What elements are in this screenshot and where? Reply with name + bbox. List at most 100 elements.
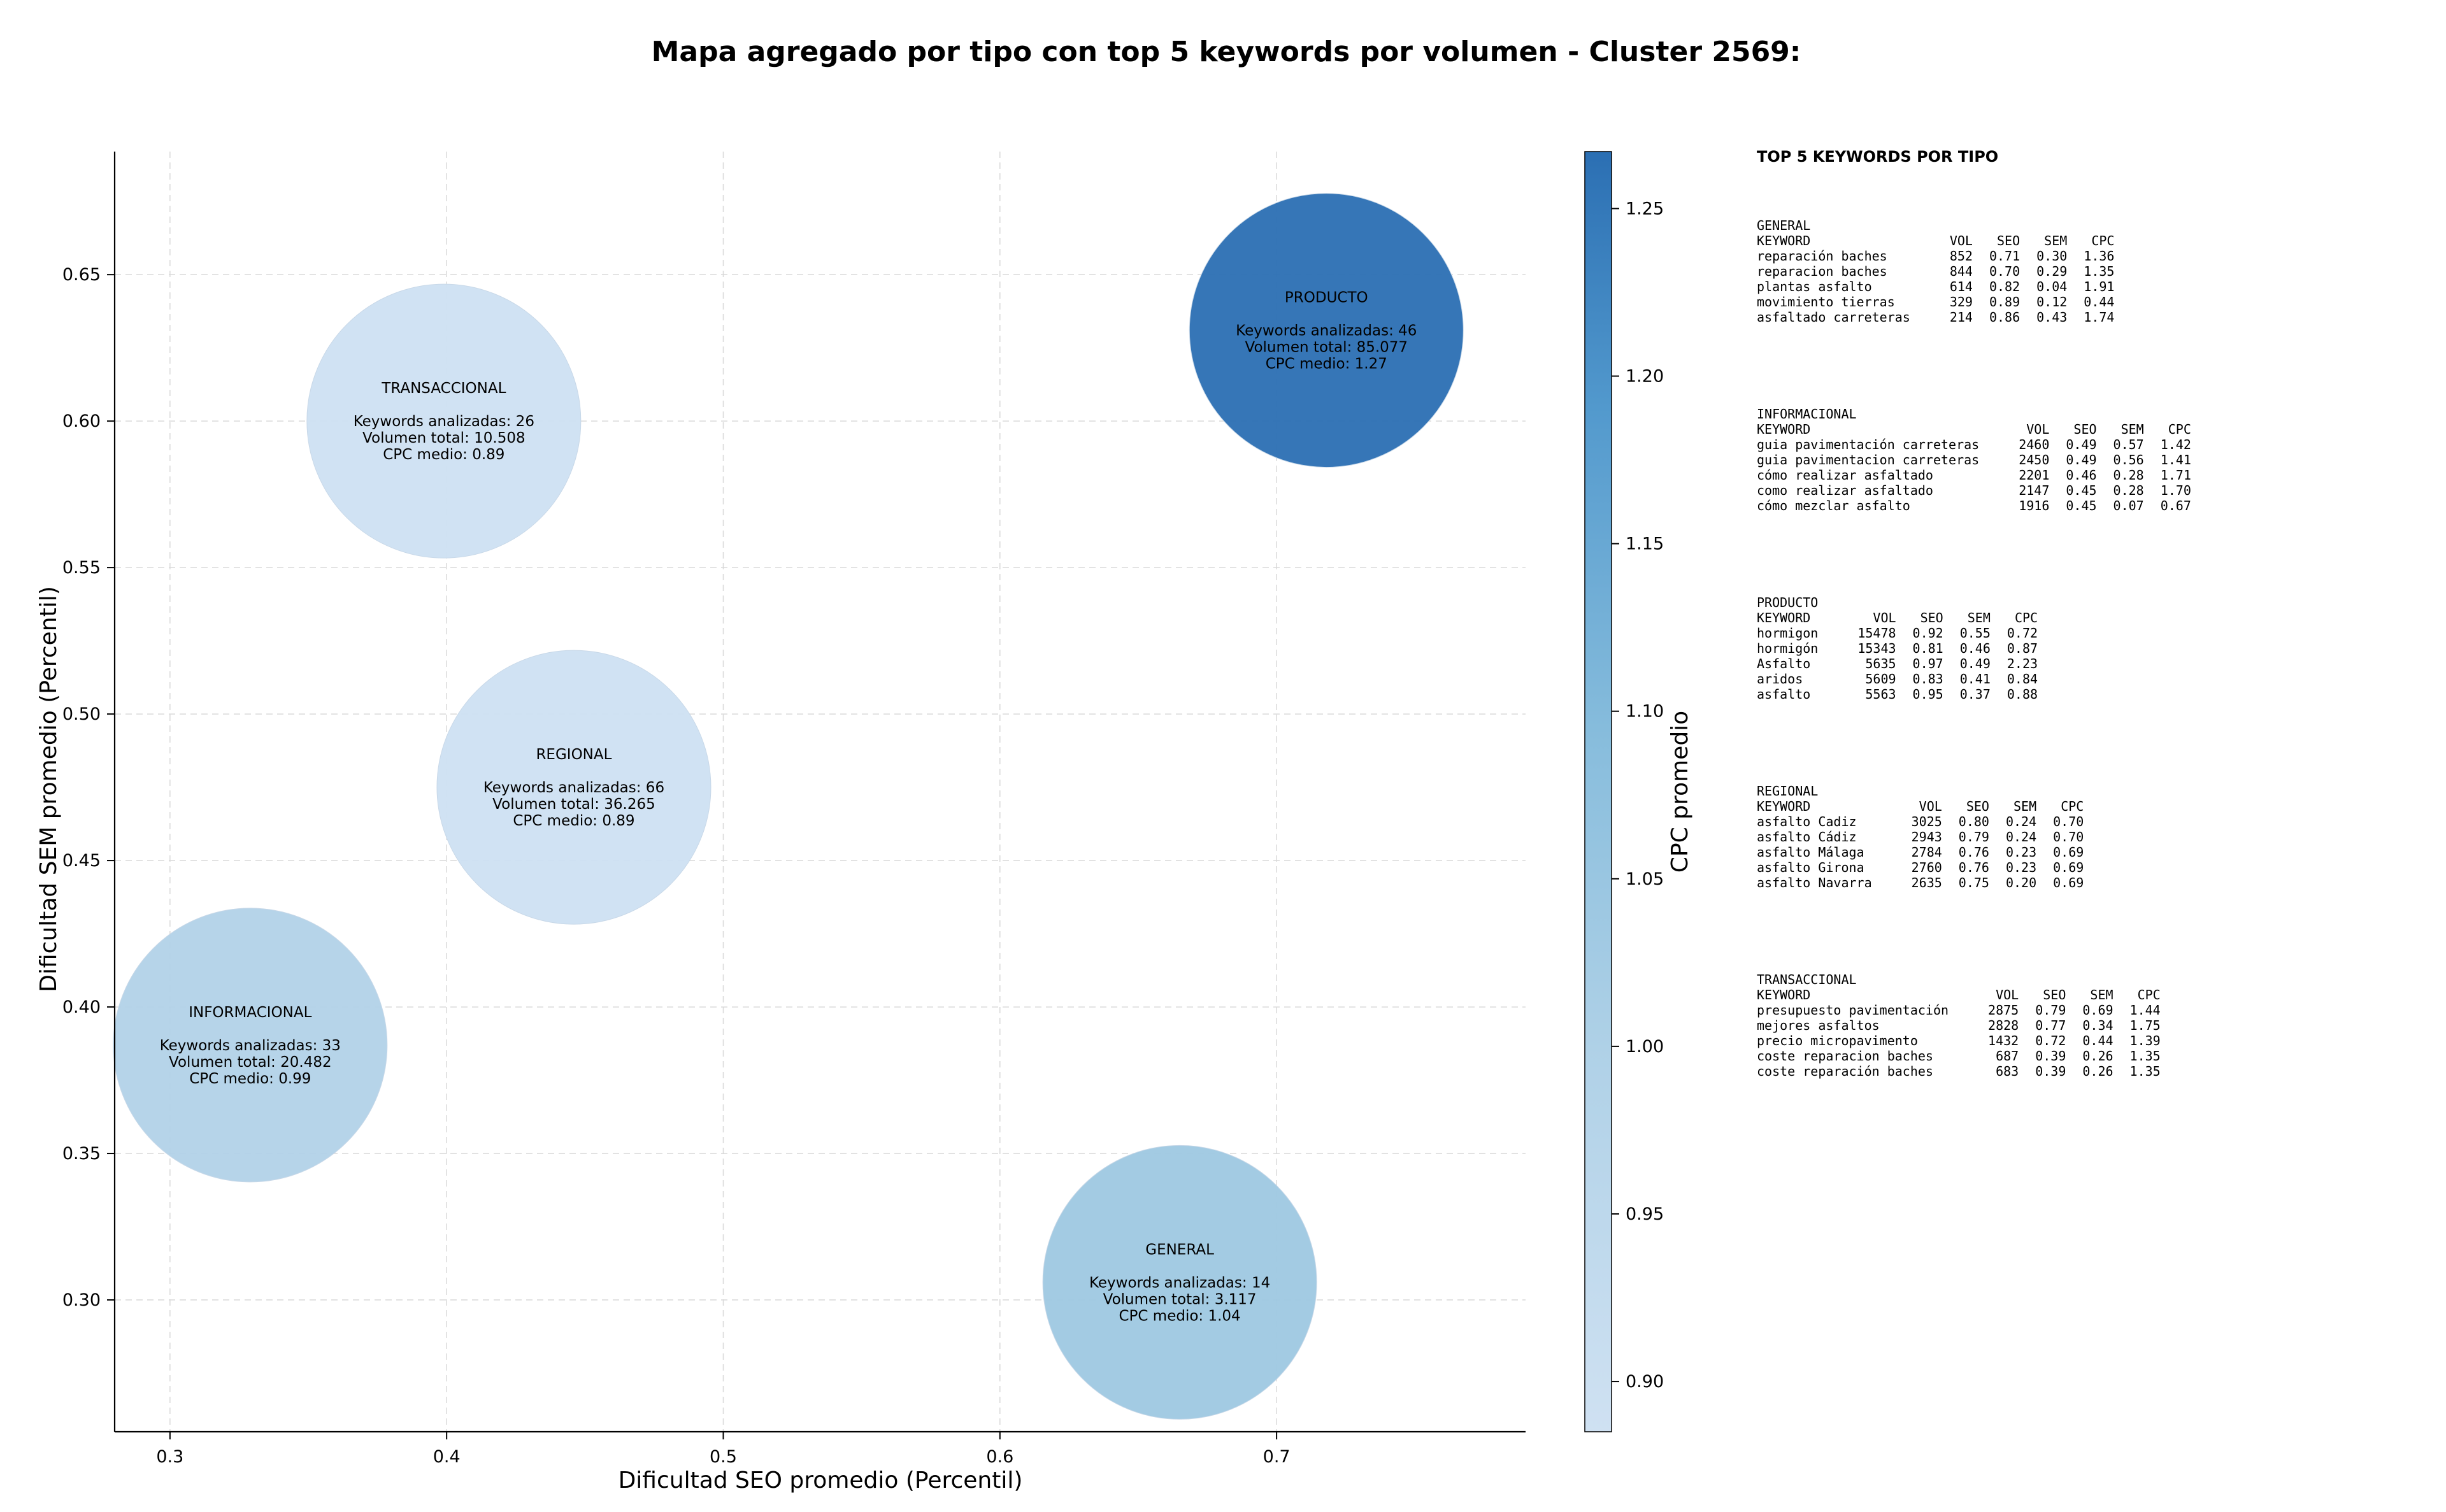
x-tick-label: 0.5	[710, 1447, 737, 1467]
keyword-cell: reparación baches	[1757, 248, 1887, 264]
metric-cell: 0.45	[2066, 483, 2097, 498]
metric-cell: 0.69	[2082, 1002, 2113, 1018]
metric-cell: 0.79	[1958, 829, 1989, 845]
y-tick-label: 0.50	[62, 704, 101, 724]
column-header: KEYWORD	[1757, 987, 1811, 1002]
metric-cell: 852	[1949, 248, 1973, 264]
metric-cell: 0.69	[2053, 875, 2084, 890]
metric-cell: 0.79	[2035, 1002, 2066, 1018]
metric-cell: 2635	[1911, 875, 1942, 890]
metric-cell: 2875	[1988, 1002, 2019, 1018]
keyword-row: como realizar asfaltado 2147 0.45 0.28 1.70	[1757, 483, 2191, 498]
bubble-stat-label: CPC medio: 1.27	[1266, 356, 1387, 373]
keyword-cell: cómo realizar asfaltado	[1757, 467, 1933, 483]
metric-cell: 0.71	[1989, 248, 2020, 264]
metric-cell: 0.83	[1912, 671, 1943, 687]
column-header: SEM	[1967, 610, 1991, 625]
keyword-table: KEYWORD VOL SEO SEM CPC presupuesto pavimenta…	[1757, 987, 2161, 1079]
metric-cell: 0.29	[2036, 264, 2068, 279]
metric-cell: 1.70	[2160, 483, 2191, 498]
keyword-row: cómo mezclar asfalto 1916 0.45 0.07 0.67	[1757, 498, 2191, 513]
metric-cell: 2828	[1988, 1018, 2019, 1033]
metric-cell: 0.81	[1912, 641, 1943, 656]
keyword-table-header: KEYWORD VOL SEO SEM CPC	[1757, 610, 2038, 625]
metric-cell: 0.70	[2053, 829, 2084, 845]
column-header: SEO	[1966, 799, 1989, 814]
metric-cell: 0.44	[2084, 294, 2115, 310]
keyword-cell: presupuesto pavimentación	[1757, 1002, 1949, 1018]
keyword-row: guia pavimentacion carreteras 2450 0.49 0.5…	[1757, 452, 2191, 467]
metric-cell: 2.23	[2006, 656, 2038, 671]
keyword-row: asfaltado carreteras 214 0.86 0.43 1.74	[1757, 310, 2114, 325]
bubble-stat-label: Keywords analizadas: 46	[1236, 323, 1417, 339]
metric-cell: 1.42	[2160, 437, 2191, 452]
metric-cell: 0.23	[2005, 845, 2037, 860]
metric-cell: 0.92	[1912, 625, 1943, 641]
keyword-row: guia pavimentación carreteras 2460 0.49 0.5…	[1757, 437, 2191, 452]
keyword-row: Asfalto 5635 0.97 0.49 2.23	[1757, 656, 2038, 671]
block-type-name: INFORMACIONAL	[1757, 406, 1857, 422]
bubble-type-label: TRANSACCIONAL	[381, 380, 506, 397]
keyword-row: movimiento tierras 329 0.89 0.12 0.44	[1757, 294, 2114, 310]
metric-cell: 0.76	[1958, 860, 1989, 875]
colorbar-tick-label: 0.95	[1626, 1204, 1664, 1224]
bubble-stat-label: CPC medio: 1.04	[1119, 1308, 1241, 1324]
metric-cell: 2201	[2019, 467, 2050, 483]
metric-cell: 0.57	[2113, 437, 2144, 452]
y-tick-label: 0.45	[62, 851, 101, 871]
metric-cell: 1.91	[2084, 279, 2115, 294]
keyword-row: asfalto Cadiz 3025 0.80 0.24 0.70	[1757, 814, 2084, 829]
keyword-cell: guia pavimentacion carreteras	[1757, 452, 1980, 467]
column-header: CPC	[2091, 233, 2115, 248]
keyword-cell: asfalto Cadiz	[1757, 814, 1857, 829]
metric-cell: 0.89	[1989, 294, 2020, 310]
metric-cell: 1.71	[2160, 467, 2191, 483]
column-header: VOL	[1919, 799, 1942, 814]
column-header: VOL	[1996, 987, 2019, 1002]
keyword-row: precio micropavimento 1432 0.72 0.44 1.39	[1757, 1033, 2161, 1048]
metric-cell: 0.43	[2036, 310, 2068, 325]
keyword-cell: precio micropavimento	[1757, 1033, 1918, 1048]
metric-cell: 1432	[1988, 1033, 2019, 1048]
metric-cell: 0.69	[2053, 845, 2084, 860]
y-axis-label: Dificultad SEM promedio (Percentil)	[36, 586, 62, 992]
bubble-type-label: GENERAL	[1145, 1241, 1214, 1258]
axes: 0.3 0.4 0.5 0.6 0.7 0.30 0.35 0.40 0.45 0.50 0.55 0…	[62, 152, 1526, 1467]
metric-cell: 2784	[1911, 845, 1942, 860]
keyword-cell: asfalto Cádiz	[1757, 829, 1857, 845]
column-header: VOL	[2026, 422, 2050, 437]
metric-cell: 0.86	[1989, 310, 2020, 325]
metric-cell: 5609	[1865, 671, 1896, 687]
metric-cell: 614	[1949, 279, 1973, 294]
metric-cell: 2450	[2019, 452, 2050, 467]
column-header: CPC	[2014, 610, 2038, 625]
keyword-table: KEYWORD VOL SEO SEM CPC reparación baches 852 0…	[1757, 233, 2114, 325]
metric-cell: 2943	[1911, 829, 1942, 845]
metric-cell: 0.39	[2035, 1048, 2066, 1064]
keyword-row: hormigón 15343 0.81 0.46 0.87	[1757, 641, 2038, 656]
column-header: SEO	[1997, 233, 2020, 248]
bubble-informacional: INFORMACIONAL Keywords analizadas: 33Volu…	[113, 908, 388, 1183]
metric-cell: 1.75	[2129, 1018, 2161, 1033]
keyword-table-header: KEYWORD VOL SEO SEM CPC	[1757, 422, 2191, 437]
top-keywords-panel: TOP 5 KEYWORDS POR TIPO GENERAL KEYWORD VO…	[1757, 149, 2432, 1160]
keyword-block-transaccional: TRANSACCIONAL KEYWORD VOL SEO SEM CPC presupue…	[1757, 972, 2432, 1079]
bubble-circle	[306, 283, 582, 559]
y-tick-label: 0.40	[62, 997, 101, 1017]
bubble-stat-label: Volumen total: 3.117	[1103, 1291, 1257, 1308]
block-type-name: REGIONAL	[1757, 783, 1819, 799]
keyword-cell: asfalto Málaga	[1757, 845, 1864, 860]
keyword-block-informacional: INFORMACIONAL KEYWORD VOL SEO SEM CPC guia pav…	[1757, 406, 2432, 513]
metric-cell: 0.49	[2066, 452, 2097, 467]
column-header: SEM	[2090, 987, 2113, 1002]
chart-title: Mapa agregado por tipo con top 5 keyword…	[652, 36, 1801, 68]
colorbar-gradient	[1584, 151, 1612, 1432]
metric-cell: 0.69	[2053, 860, 2084, 875]
metric-cell: 0.46	[2066, 467, 2097, 483]
metric-cell: 0.88	[2006, 687, 2038, 702]
metric-cell: 683	[1996, 1064, 2019, 1079]
metric-cell: 0.49	[1959, 656, 1991, 671]
metric-cell: 0.87	[2006, 641, 2038, 656]
